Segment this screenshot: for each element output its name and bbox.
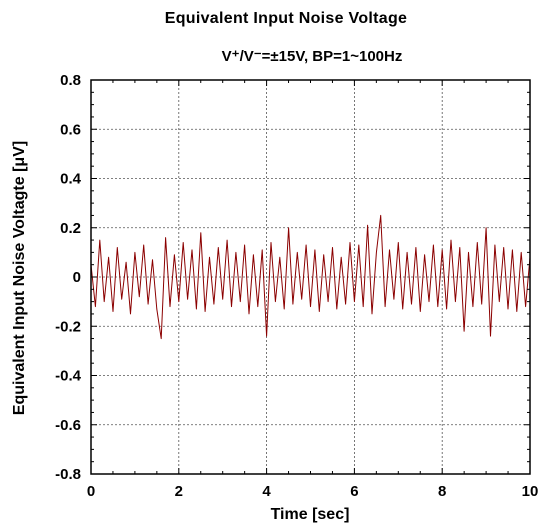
chart-subtitle: V⁺/V⁻=±15V, BP=1~100Hz: [222, 48, 403, 65]
y-tick-label: 0.2: [60, 220, 81, 237]
x-tick-label: 4: [262, 483, 271, 500]
x-tick-label: 0: [87, 483, 95, 500]
x-tick-label: 10: [522, 483, 539, 500]
x-tick-label: 8: [438, 483, 446, 500]
y-tick-label: -0.8: [55, 466, 81, 483]
tick-labels: 0 2 4 6 8 10 -0.8 -0.6 -0.4 -0.2 0 0.2 0.4 0.6 0.8: [55, 72, 538, 500]
chart-title: Equivalent Input Noise Voltage: [165, 10, 408, 27]
y-tick-label: 0.6: [60, 121, 81, 138]
y-tick-label: -0.4: [55, 368, 82, 385]
y-tick-label: 0.4: [60, 171, 82, 188]
y-tick-label: -0.2: [55, 318, 81, 335]
y-tick-label: 0: [73, 269, 81, 286]
grid: [91, 80, 530, 474]
y-tick-label: 0.8: [60, 72, 81, 89]
x-axis-label: Time [sec]: [271, 506, 350, 523]
x-tick-label: 6: [350, 483, 358, 500]
y-axis-label: Equivalent Input Noise Voltagte [μV]: [11, 141, 28, 415]
y-tick-label: -0.6: [55, 417, 81, 434]
x-tick-label: 2: [175, 483, 183, 500]
noise-series-line: [90, 214, 531, 340]
series-layer: [90, 214, 531, 340]
ticks: [90, 79, 531, 475]
